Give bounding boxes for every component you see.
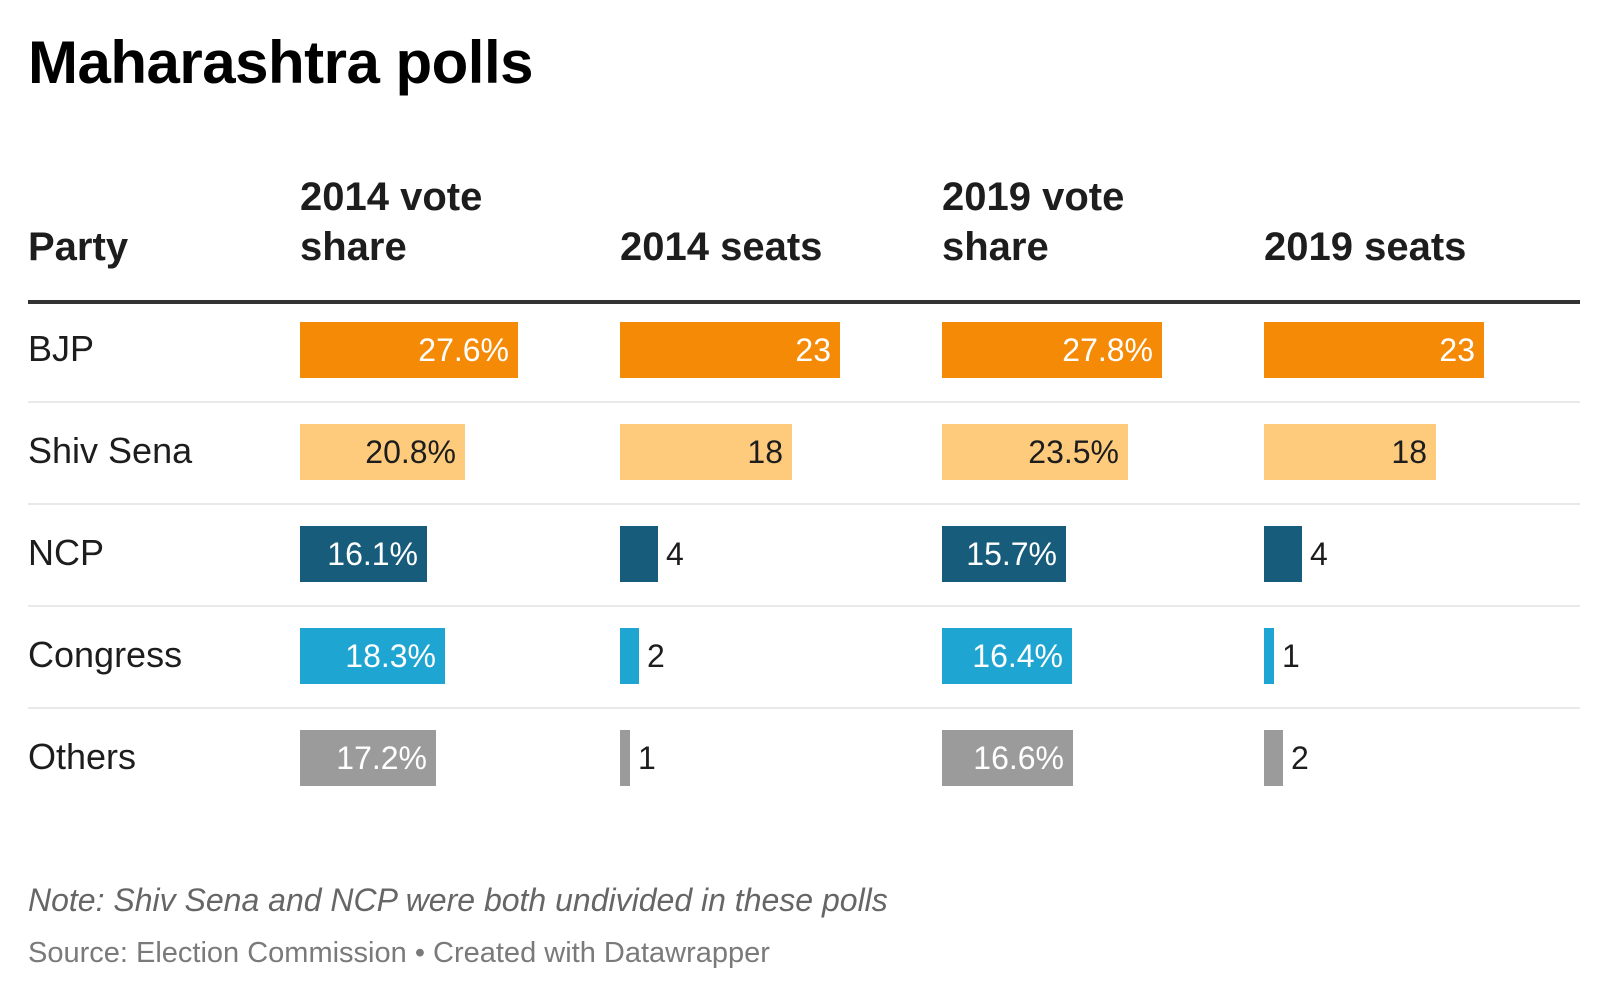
column-header-line: 2014 vote <box>300 175 483 219</box>
value-label-vote_2019: 23.5% <box>1028 434 1119 470</box>
bar-vote_2014 <box>300 628 445 684</box>
chart-note: Note: Shiv Sena and NCP were both undivi… <box>28 882 888 918</box>
bar-seats_2014 <box>620 322 840 378</box>
value-label-vote_2014: 17.2% <box>336 740 427 776</box>
column-header-vote_2019: 2019 vote share <box>942 172 1124 272</box>
row-divider <box>28 401 1580 403</box>
column-header-party: Party <box>28 222 128 272</box>
bar-vote_2014 <box>300 730 436 786</box>
value-label-seats_2019: 1 <box>1282 638 1300 674</box>
value-label-seats_2019: 18 <box>1391 434 1427 470</box>
row-divider <box>28 605 1580 607</box>
bar-vote_2014 <box>300 526 427 582</box>
value-label-seats_2014: 2 <box>647 638 665 674</box>
value-label-seats_2014: 23 <box>795 332 831 368</box>
bar-vote_2014 <box>300 322 518 378</box>
value-label-seats_2014: 18 <box>747 434 783 470</box>
value-label-vote_2019: 27.8% <box>1062 332 1153 368</box>
column-header-seats_2014: 2014 seats <box>620 222 822 272</box>
party-label: Congress <box>28 634 183 675</box>
column-header-line: Party <box>28 225 129 269</box>
value-label-vote_2014: 20.8% <box>365 434 456 470</box>
header-divider <box>28 300 1580 304</box>
value-label-vote_2019: 15.7% <box>966 536 1057 572</box>
bar-vote_2019 <box>942 322 1162 378</box>
value-label-vote_2019: 16.6% <box>973 740 1064 776</box>
bar-seats_2014 <box>620 628 639 684</box>
bar-seats_2019 <box>1264 526 1302 582</box>
column-header-line: share <box>942 225 1049 269</box>
column-header-line: share <box>300 225 407 269</box>
bar-seats_2014 <box>620 730 630 786</box>
party-label: BJP <box>28 328 95 369</box>
chart-source: Source: Election Commission • Created wi… <box>28 937 770 969</box>
bar-seats_2014 <box>620 424 792 480</box>
bar-vote_2019 <box>942 424 1128 480</box>
bar-vote_2019 <box>942 526 1066 582</box>
bar-vote_2014 <box>300 424 465 480</box>
value-label-vote_2014: 18.3% <box>345 638 436 674</box>
party-label: Shiv Sena <box>28 430 193 471</box>
value-label-vote_2014: 27.6% <box>418 332 509 368</box>
row-divider <box>28 707 1580 709</box>
column-header-line: 2019 seats <box>1264 225 1467 269</box>
party-label: NCP <box>28 532 105 573</box>
bar-seats_2019 <box>1264 424 1436 480</box>
value-label-seats_2019: 2 <box>1291 740 1309 776</box>
bar-vote_2019 <box>942 628 1072 684</box>
bar-seats_2019 <box>1264 322 1484 378</box>
party-label: Others <box>28 736 137 777</box>
column-header-vote_2014: 2014 vote share <box>300 172 482 272</box>
bar-seats_2019 <box>1264 628 1274 684</box>
column-header-line: 2019 vote <box>942 175 1125 219</box>
column-header-line: 2014 seats <box>620 225 823 269</box>
bar-vote_2019 <box>942 730 1073 786</box>
value-label-seats_2014: 1 <box>638 740 656 776</box>
row-divider <box>28 503 1580 505</box>
value-label-seats_2019: 23 <box>1439 332 1475 368</box>
value-label-vote_2014: 16.1% <box>327 536 418 572</box>
value-label-seats_2019: 4 <box>1310 536 1328 572</box>
column-header-seats_2019: 2019 seats <box>1264 222 1466 272</box>
chart-title: Maharashtra polls <box>28 29 534 96</box>
value-label-vote_2019: 16.4% <box>972 638 1063 674</box>
bar-seats_2014 <box>620 526 658 582</box>
bar-seats_2019 <box>1264 730 1283 786</box>
value-label-seats_2014: 4 <box>666 536 684 572</box>
